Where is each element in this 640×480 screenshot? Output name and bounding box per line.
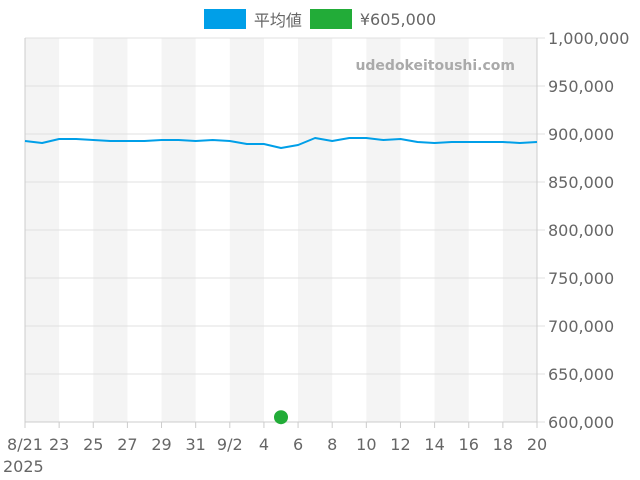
x-tick-label: 14 — [424, 435, 444, 454]
x-tick-label: 25 — [83, 435, 103, 454]
x-tick-label: 6 — [293, 435, 303, 454]
x-tick-label: 23 — [49, 435, 69, 454]
x-tick-label: 31 — [185, 435, 205, 454]
x-tick-label: 18 — [493, 435, 513, 454]
watermark: udedokeitoushi.com — [355, 58, 515, 74]
y-tick-label: 700,000 — [548, 317, 614, 336]
legend-item-average[interactable]: 平均値 — [203, 7, 302, 31]
y-tick-label: 1,000,000 — [548, 29, 629, 48]
legend-label-average: 平均値 — [253, 11, 302, 30]
x-tick-label: 12 — [390, 435, 410, 454]
y-tick-label: 600,000 — [548, 413, 614, 432]
y-tick-label: 900,000 — [548, 125, 614, 144]
x-tick-label: 8/21 — [7, 435, 43, 454]
y-tick-label: 850,000 — [548, 173, 614, 192]
x-tick-label: 10 — [356, 435, 376, 454]
x-tick-label: 29 — [151, 435, 171, 454]
y-tick-label: 950,000 — [548, 77, 614, 96]
x-tick-label: 4 — [259, 435, 269, 454]
x-tick-label: 9/2 — [217, 435, 243, 454]
legend-label-price: ¥605,000 — [359, 9, 437, 29]
y-tick-label: 750,000 — [548, 269, 614, 288]
price-point — [274, 410, 288, 425]
x-year-label: 2025 — [3, 457, 44, 476]
legend-item-price[interactable]: ¥605,000 — [309, 9, 437, 29]
x-tick-label: 20 — [527, 435, 547, 454]
chart-legend: 平均値 ¥605,000 — [0, 8, 640, 30]
legend-swatch-green — [309, 9, 352, 29]
x-tick-label: 8 — [327, 435, 337, 454]
y-tick-label: 800,000 — [548, 221, 614, 240]
y-tick-label: 650,000 — [548, 365, 614, 384]
x-tick-label: 27 — [117, 435, 137, 454]
x-tick-label: 16 — [459, 435, 479, 454]
legend-swatch-blue — [203, 9, 246, 29]
average-price-line — [24, 137, 538, 149]
